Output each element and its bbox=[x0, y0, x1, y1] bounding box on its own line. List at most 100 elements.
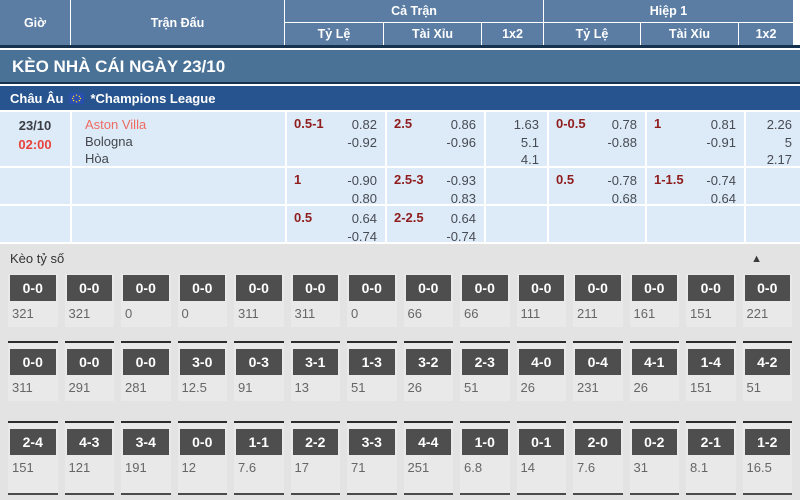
score-cell[interactable]: 0-3 91 bbox=[234, 341, 284, 401]
score-label[interactable]: 0-0 bbox=[10, 275, 56, 301]
score-label[interactable]: 4-4 bbox=[405, 429, 451, 455]
score-cell[interactable]: 3-4 191 bbox=[121, 421, 171, 495]
score-cell[interactable]: 4-3 121 bbox=[64, 421, 114, 495]
score-cell[interactable]: 4-4 251 bbox=[403, 421, 453, 495]
h1-over-under-odds[interactable]: 1-1.5 -0.74 0.64 bbox=[647, 168, 744, 206]
score-label[interactable]: 1-4 bbox=[688, 349, 734, 375]
score-label[interactable]: 3-2 bbox=[405, 349, 451, 375]
score-cell[interactable]: 0-0 321 bbox=[8, 274, 58, 327]
score-label[interactable]: 1-0 bbox=[462, 429, 508, 455]
ft-over-under-odds[interactable]: 2.5 0.86 -0.96 bbox=[387, 112, 484, 166]
score-label[interactable]: 1-2 bbox=[744, 429, 790, 455]
score-label[interactable]: 0-2 bbox=[631, 429, 677, 455]
score-label[interactable]: 3-1 bbox=[292, 349, 338, 375]
score-cell[interactable]: 0-2 31 bbox=[629, 421, 679, 495]
score-label[interactable]: 0-0 bbox=[236, 275, 282, 301]
score-label[interactable]: 0-0 bbox=[462, 275, 508, 301]
score-label[interactable]: 0-0 bbox=[123, 275, 169, 301]
score-cell[interactable]: 0-0 66 bbox=[403, 274, 453, 327]
score-cell[interactable]: 1-4 151 bbox=[686, 341, 736, 401]
score-label[interactable]: 4-0 bbox=[518, 349, 564, 375]
score-cell[interactable]: 1-0 6.8 bbox=[460, 421, 510, 495]
score-cell[interactable]: 2-1 8.1 bbox=[686, 421, 736, 495]
league-bar[interactable]: Châu Âu *Champions League bbox=[0, 86, 800, 110]
score-cell[interactable]: 0-0 221 bbox=[742, 274, 792, 327]
score-label[interactable]: 3-4 bbox=[123, 429, 169, 455]
score-label[interactable]: 0-0 bbox=[66, 349, 112, 375]
score-cell[interactable]: 3-2 26 bbox=[403, 341, 453, 401]
score-cell[interactable]: 0-0 321 bbox=[64, 274, 114, 327]
h1-handicap-odds[interactable]: 0-0.5 0.78 -0.88 bbox=[549, 112, 645, 166]
score-label[interactable]: 0-0 bbox=[744, 275, 790, 301]
ft-handicap-odds[interactable]: 0.5 0.64 -0.74 bbox=[287, 206, 385, 244]
score-label[interactable]: 0-0 bbox=[405, 275, 451, 301]
h1-over-under-odds[interactable]: 1 0.81 -0.91 bbox=[647, 112, 744, 166]
score-cell[interactable]: 1-1 7.6 bbox=[234, 421, 284, 495]
score-cell[interactable]: 3-3 71 bbox=[347, 421, 397, 495]
score-cell[interactable]: 4-1 26 bbox=[629, 341, 679, 401]
score-cell[interactable]: 3-1 13 bbox=[290, 341, 340, 401]
score-cell[interactable]: 2-0 7.6 bbox=[573, 421, 623, 495]
ft-over-under-odds[interactable]: 2-2.5 0.64 -0.74 bbox=[387, 206, 484, 244]
ft-handicap-odds[interactable]: 0.5-1 0.82 -0.92 bbox=[287, 112, 385, 166]
score-label[interactable]: 4-1 bbox=[631, 349, 677, 375]
score-label[interactable]: 4-2 bbox=[744, 349, 790, 375]
score-label[interactable]: 0-0 bbox=[179, 429, 225, 455]
score-cell[interactable]: 0-0 151 bbox=[686, 274, 736, 327]
collapse-triangle-icon[interactable]: ▲ bbox=[751, 252, 762, 265]
score-label[interactable]: 0-0 bbox=[179, 275, 225, 301]
score-cell[interactable]: 0-0 111 bbox=[516, 274, 566, 327]
score-label[interactable]: 0-0 bbox=[518, 275, 564, 301]
score-label[interactable]: 0-0 bbox=[10, 349, 56, 375]
score-label[interactable]: 2-1 bbox=[688, 429, 734, 455]
score-label[interactable]: 0-0 bbox=[292, 275, 338, 301]
score-label[interactable]: 1-3 bbox=[349, 349, 395, 375]
score-cell[interactable]: 4-0 26 bbox=[516, 341, 566, 401]
score-cell[interactable]: 0-0 281 bbox=[121, 341, 171, 401]
score-label[interactable]: 3-3 bbox=[349, 429, 395, 455]
score-cell[interactable]: 2-4 151 bbox=[8, 421, 58, 495]
score-cell[interactable]: 0-0 311 bbox=[290, 274, 340, 327]
ft-over-under-odds[interactable]: 2.5-3 -0.93 0.83 bbox=[387, 168, 484, 206]
handicap-line: 0.5 bbox=[294, 210, 313, 225]
score-label[interactable]: 0-1 bbox=[518, 429, 564, 455]
score-cell[interactable]: 0-4 231 bbox=[573, 341, 623, 401]
score-label[interactable]: 2-0 bbox=[575, 429, 621, 455]
score-cell[interactable]: 0-0 0 bbox=[177, 274, 227, 327]
score-cell[interactable]: 0-0 311 bbox=[234, 274, 284, 327]
score-label[interactable]: 4-3 bbox=[66, 429, 112, 455]
score-label[interactable]: 0-0 bbox=[631, 275, 677, 301]
score-cell[interactable]: 0-0 161 bbox=[629, 274, 679, 327]
score-label[interactable]: 2-4 bbox=[10, 429, 56, 455]
h1-handicap-odds[interactable]: 0.5 -0.78 0.68 bbox=[549, 168, 645, 206]
score-label[interactable]: 0-0 bbox=[575, 275, 621, 301]
match-teams-cell[interactable]: Aston Villa Bologna Hòa bbox=[72, 112, 285, 166]
ft-1x2-odds[interactable]: 1.63 5.1 4.1 bbox=[486, 112, 547, 167]
ft-handicap-odds[interactable]: 1 -0.90 0.80 bbox=[287, 168, 385, 206]
score-cell[interactable]: 2-2 17 bbox=[290, 421, 340, 495]
score-cell[interactable]: 0-1 14 bbox=[516, 421, 566, 495]
score-cell[interactable]: 0-0 66 bbox=[460, 274, 510, 327]
score-label[interactable]: 1-1 bbox=[236, 429, 282, 455]
score-cell[interactable]: 2-3 51 bbox=[460, 341, 510, 401]
score-label[interactable]: 0-0 bbox=[688, 275, 734, 301]
score-label[interactable]: 0-4 bbox=[575, 349, 621, 375]
score-label[interactable]: 0-0 bbox=[123, 349, 169, 375]
score-cell[interactable]: 3-0 12.5 bbox=[177, 341, 227, 401]
score-cell[interactable]: 0-0 12 bbox=[177, 421, 227, 495]
score-cell[interactable]: 0-0 291 bbox=[64, 341, 114, 401]
score-label[interactable]: 2-2 bbox=[292, 429, 338, 455]
score-label[interactable]: 0-0 bbox=[349, 275, 395, 301]
score-cell[interactable]: 4-2 51 bbox=[742, 341, 792, 401]
score-cell[interactable]: 0-0 211 bbox=[573, 274, 623, 327]
score-cell[interactable]: 0-0 0 bbox=[121, 274, 171, 327]
score-label[interactable]: 0-3 bbox=[236, 349, 282, 375]
score-label[interactable]: 2-3 bbox=[462, 349, 508, 375]
score-label[interactable]: 3-0 bbox=[179, 349, 225, 375]
h1-1x2-odds[interactable]: 2.26 5 2.17 bbox=[746, 112, 800, 167]
score-label[interactable]: 0-0 bbox=[66, 275, 112, 301]
score-cell[interactable]: 0-0 0 bbox=[347, 274, 397, 327]
score-cell[interactable]: 1-3 51 bbox=[347, 341, 397, 401]
score-cell[interactable]: 0-0 311 bbox=[8, 341, 58, 401]
score-cell[interactable]: 1-2 16.5 bbox=[742, 421, 792, 495]
